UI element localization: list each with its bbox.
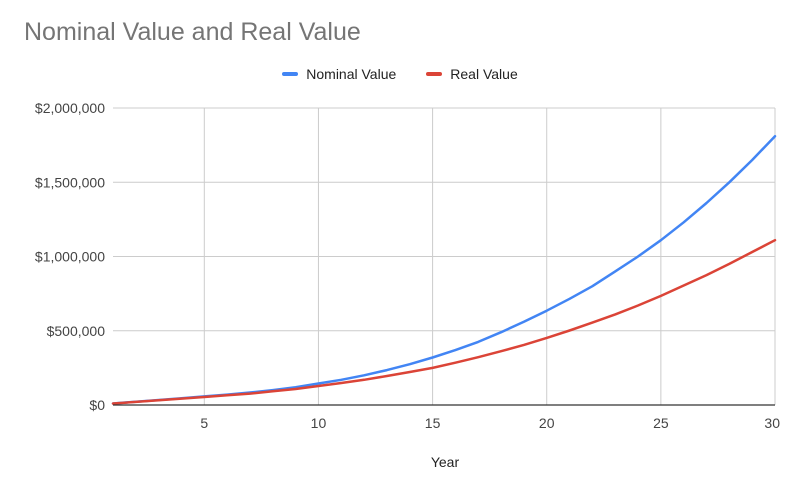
legend-item-real[interactable]: Real Value (426, 66, 518, 82)
y-tick-label: $0 (89, 397, 105, 413)
x-tick-label: 10 (311, 415, 327, 431)
x-tick-label: 15 (425, 415, 441, 431)
legend-item-nominal[interactable]: Nominal Value (282, 66, 396, 82)
y-tick-label: $1,500,000 (35, 174, 105, 190)
legend-label-nominal: Nominal Value (306, 66, 397, 82)
series-line-nominal[interactable] (111, 134, 777, 405)
chart-title: Nominal Value and Real Value (24, 18, 361, 46)
grid-layer (113, 107, 776, 405)
x-tick-label: 25 (653, 415, 669, 431)
axis-layer: $0 $500,000 $1,000,000 $1,500,000 $2,000,000… (35, 100, 780, 431)
legend-swatch-nominal (282, 72, 299, 76)
x-tick-label: 20 (539, 415, 555, 431)
x-axis-title: Year (431, 454, 460, 470)
y-tick-label: $1,000,000 (35, 249, 105, 265)
y-tick-label: $2,000,000 (35, 100, 105, 116)
y-tick-label: $500,000 (47, 323, 106, 339)
legend-swatch-real (426, 72, 443, 76)
x-tick-label: 5 (200, 415, 208, 431)
x-tick-label: 30 (764, 415, 780, 431)
legend-label-real: Real Value (450, 66, 518, 82)
legend: Nominal Value Real Value (0, 66, 800, 82)
series-line-real[interactable] (111, 238, 777, 405)
series-layer (111, 134, 777, 405)
